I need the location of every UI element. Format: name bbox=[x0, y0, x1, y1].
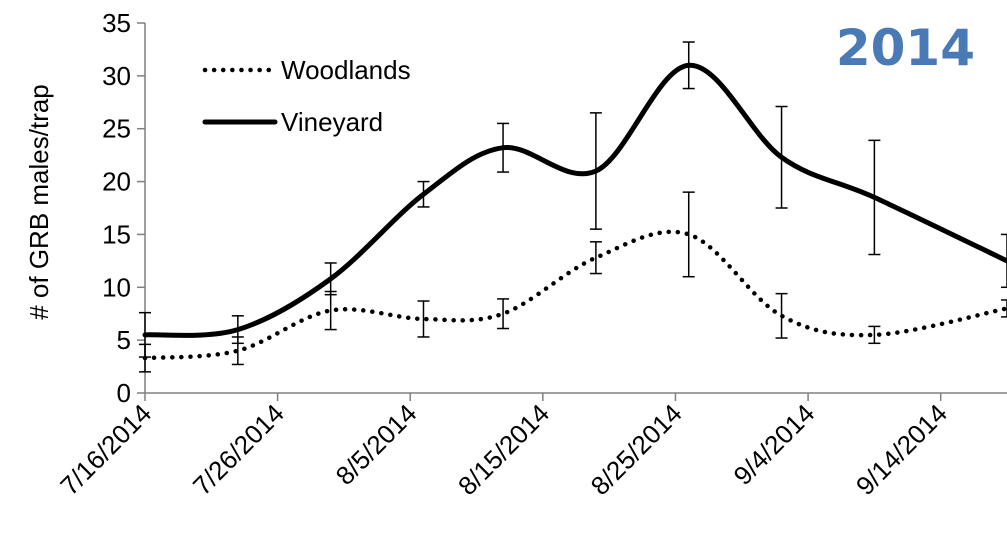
x-tick-label: 9/4/2014 bbox=[728, 398, 821, 491]
y-tick-label: 10 bbox=[102, 272, 131, 302]
x-tick-label: 9/14/2014 bbox=[850, 398, 953, 501]
chart-legend: Woodlands Vineyard bbox=[205, 55, 411, 137]
x-tick-label: 8/5/2014 bbox=[330, 398, 423, 491]
x-tick-label: 7/16/2014 bbox=[54, 398, 157, 501]
y-tick-label: 20 bbox=[102, 167, 131, 197]
error-bar-vineyard bbox=[417, 182, 429, 207]
x-tick-label: 7/26/2014 bbox=[187, 398, 290, 501]
x-tick-label: 8/15/2014 bbox=[452, 398, 555, 501]
legend-label-vineyard: Vineyard bbox=[281, 107, 383, 137]
y-tick-label: 30 bbox=[102, 61, 131, 91]
y-tick-label: 0 bbox=[117, 378, 131, 408]
series-line-woodlands bbox=[145, 232, 1007, 358]
chart-axes: 0 5 10 15 20 25 30 35 7/16/2014 7/26/2014 8/5/2014… bbox=[54, 8, 1007, 501]
y-tick-label: 15 bbox=[102, 219, 131, 249]
y-tick-label: 35 bbox=[102, 8, 131, 38]
y-tick-label: 25 bbox=[102, 114, 131, 144]
error-bar-woodlands bbox=[776, 294, 788, 338]
series-woodlands bbox=[139, 192, 1007, 372]
x-tick-label: 8/25/2014 bbox=[585, 398, 688, 501]
y-tick-label: 5 bbox=[117, 325, 131, 355]
year-annotation: 2014 bbox=[836, 19, 975, 77]
y-axis-title: # of GRB males/trap bbox=[24, 84, 54, 320]
series-vineyard bbox=[139, 42, 1007, 357]
series-line-vineyard bbox=[145, 65, 1007, 335]
legend-label-woodlands: Woodlands bbox=[281, 55, 411, 85]
error-bar-woodlands bbox=[683, 192, 695, 277]
chart-series bbox=[139, 42, 1007, 372]
